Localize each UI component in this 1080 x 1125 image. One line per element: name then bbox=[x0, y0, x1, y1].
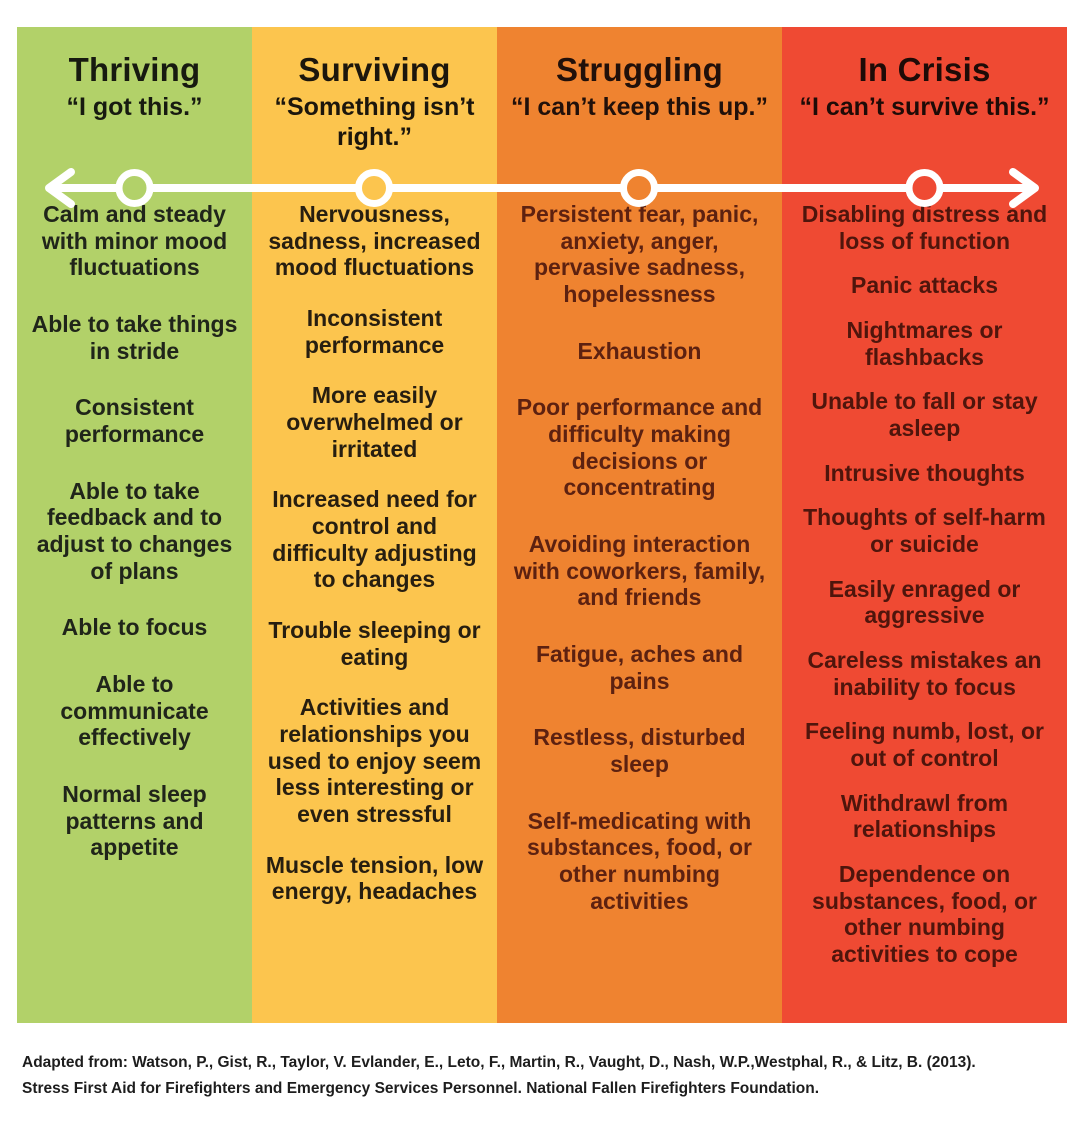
list-item: Trouble sleeping or eating bbox=[268, 617, 481, 670]
list-item: Calm and steady with minor mood fluctuat… bbox=[41, 201, 228, 281]
column-title: Struggling bbox=[556, 51, 723, 88]
list-item: Poor performance and difficulty making d… bbox=[516, 394, 763, 501]
list-item: Normal sleep patterns and appetite bbox=[62, 781, 207, 861]
list-item: Increased need for control and difficult… bbox=[272, 486, 477, 593]
column-thriving: Thriving “I got this.” Calm and steady w… bbox=[17, 27, 252, 1023]
column-header: Surviving “Something isn’t right.” bbox=[252, 27, 497, 188]
column-title: In Crisis bbox=[858, 51, 991, 88]
column-in-crisis: In Crisis “I can’t survive this.” Disabl… bbox=[782, 27, 1067, 1023]
list-item: Consistent performance bbox=[64, 394, 205, 448]
list-item: Exhaustion bbox=[577, 337, 702, 364]
list-item: Able to communicate effectively bbox=[60, 671, 209, 751]
column-item-list: Disabling distress and loss of function P… bbox=[782, 188, 1067, 968]
list-item: Able to focus bbox=[61, 614, 208, 641]
column-header: In Crisis “I can’t survive this.” bbox=[782, 27, 1067, 188]
list-item: Fatigue, aches and pains bbox=[535, 641, 744, 694]
list-item: Muscle tension, low energy, headaches bbox=[265, 851, 484, 905]
list-item: Nervousness, sadness, increased mood flu… bbox=[268, 201, 481, 281]
column-header: Thriving “I got this.” bbox=[17, 27, 252, 188]
column-surviving: Surviving “Something isn’t right.” Nervo… bbox=[252, 27, 497, 1023]
citation: Adapted from: Watson, P., Gist, R., Tayl… bbox=[22, 1050, 1072, 1102]
list-item: Able to take feedback and to adjust to c… bbox=[36, 477, 233, 584]
continuum-board: Thriving “I got this.” Calm and steady w… bbox=[17, 27, 1067, 1023]
list-item: Intrusive thoughts bbox=[824, 459, 1025, 486]
list-item: Thoughts of self-harm or suicide bbox=[803, 504, 1046, 558]
list-item: Activities and relationships you used to… bbox=[267, 694, 482, 828]
list-item: Easily enraged or aggressive bbox=[828, 575, 1021, 629]
column-title: Surviving bbox=[298, 51, 451, 88]
list-item: Self-medicating with substances, food, o… bbox=[527, 807, 752, 914]
list-item: Feeling numb, lost, or out of control bbox=[805, 718, 1044, 772]
column-quote: “I can’t survive this.” bbox=[799, 92, 1050, 121]
list-item: Avoiding interaction with coworkers, fam… bbox=[513, 531, 766, 611]
column-quote: “Something isn’t right.” bbox=[274, 92, 475, 151]
column-item-list: Nervousness, sadness, increased mood flu… bbox=[252, 188, 497, 905]
column-quote: “I got this.” bbox=[66, 92, 203, 121]
list-item: Unable to fall or stay asleep bbox=[811, 388, 1038, 442]
list-item: Restless, disturbed sleep bbox=[533, 724, 746, 778]
list-item: Nightmares or flashbacks bbox=[846, 317, 1003, 370]
column-struggling: Struggling “I can’t keep this up.” Persi… bbox=[497, 27, 782, 1023]
column-header: Struggling “I can’t keep this up.” bbox=[497, 27, 782, 188]
citation-line-2: Stress First Aid for Firefighters and Em… bbox=[22, 1080, 820, 1097]
list-item: Disabling distress and loss of function bbox=[801, 201, 1048, 254]
list-item: More easily overwhelmed or irritated bbox=[286, 382, 463, 462]
list-item: Panic attacks bbox=[850, 272, 999, 299]
list-item: Inconsistent performance bbox=[304, 305, 445, 358]
column-title: Thriving bbox=[68, 51, 201, 88]
column-item-list: Persistent fear, panic, anxiety, anger, … bbox=[497, 188, 782, 914]
column-item-list: Calm and steady with minor mood fluctuat… bbox=[17, 188, 252, 861]
list-item: Persistent fear, panic, anxiety, anger, … bbox=[520, 201, 759, 308]
column-quote: “I can’t keep this up.” bbox=[511, 92, 768, 121]
list-item: Able to take things in stride bbox=[31, 311, 238, 364]
list-item: Withdrawl from relationships bbox=[840, 789, 1009, 843]
list-item: Dependence on substances, food, or other… bbox=[812, 861, 1037, 968]
list-item: Careless mistakes an inability to focus bbox=[807, 647, 1042, 700]
citation-line-1: Adapted from: Watson, P., Gist, R., Tayl… bbox=[22, 1054, 976, 1071]
